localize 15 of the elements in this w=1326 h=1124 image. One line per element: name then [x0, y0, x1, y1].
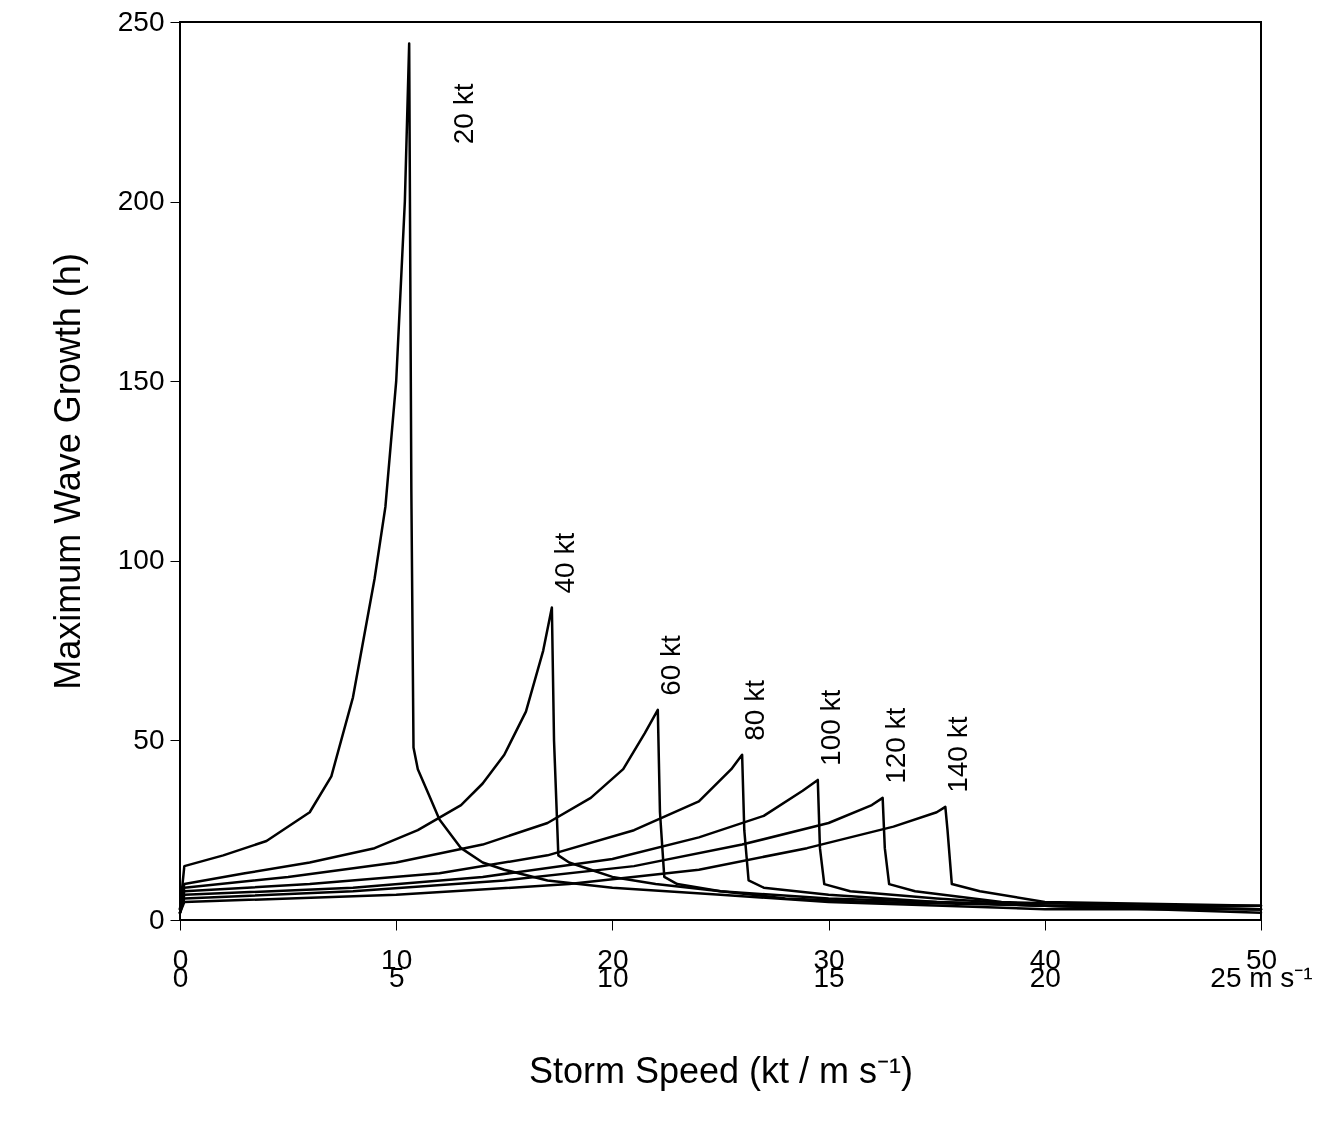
text: 40 kt [548, 532, 580, 594]
y-tick-label: 150 [117, 364, 165, 396]
y-axis-title: Maximum Wave Growth (h) [46, 253, 88, 690]
y-tick-label: 200 [117, 185, 165, 217]
text: 120 kt [879, 707, 911, 784]
text: 100 kt [814, 689, 846, 766]
y-tick-label: 50 [133, 723, 165, 755]
text: 60 kt [654, 634, 686, 696]
y-tick-label: 100 [117, 544, 165, 576]
x-axis-title: Storm Speed (kt / m s⁻¹) [528, 1049, 914, 1091]
y-tick-label: 250 [117, 5, 165, 37]
text: 20 kt [448, 83, 480, 145]
text: 80 kt [739, 679, 771, 741]
y-tick-label: 0 [148, 903, 165, 935]
text: 140 kt [942, 716, 974, 793]
